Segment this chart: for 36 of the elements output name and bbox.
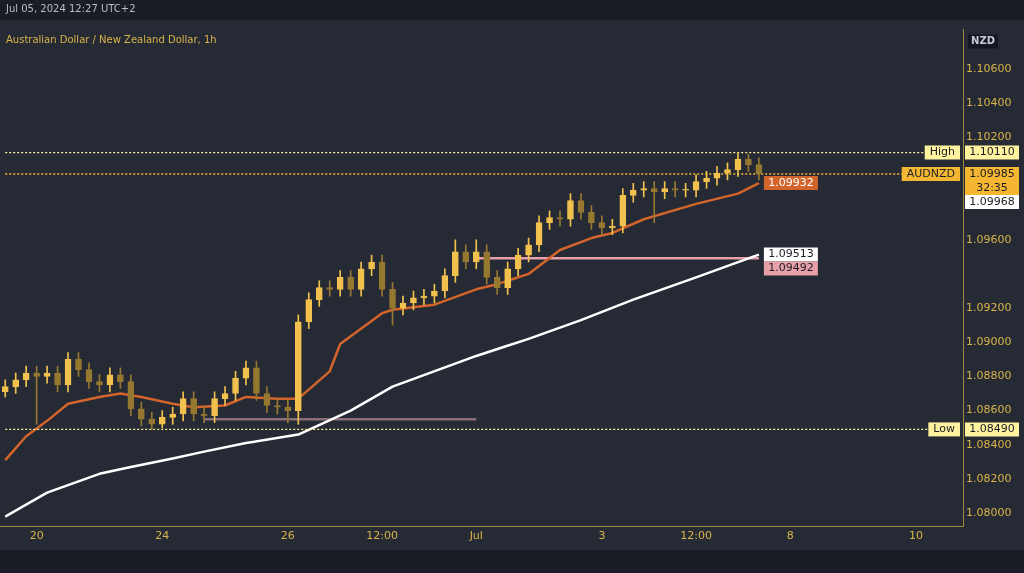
legend-label: High <box>929 145 956 159</box>
x-tick-label: 8 <box>786 529 794 543</box>
data-label: 1.09513 <box>768 247 814 261</box>
x-tick-label: 3 <box>598 529 606 543</box>
y-tick-label: 1.08400 <box>966 437 1012 451</box>
y-tick-label: 1.10200 <box>966 130 1012 144</box>
x-tick-label: 12:00 <box>680 529 712 543</box>
y-tick-label: 1.09000 <box>966 335 1012 349</box>
y-tick-label: 1.08800 <box>966 369 1012 383</box>
text: 32:35 <box>976 180 1008 194</box>
y-tick-label: 1.10400 <box>966 95 1012 109</box>
y-tick-label: 1.09600 <box>966 232 1012 246</box>
text: 1.09968 <box>969 194 1015 208</box>
data-label: 1.09492 <box>768 261 814 275</box>
candlestick <box>640 181 648 198</box>
y-axis-title: NZD <box>971 35 995 47</box>
y-tick-label: 1.08000 <box>966 505 1012 519</box>
x-tick-label: 12:00 <box>366 529 398 543</box>
x-tick-label: 10 <box>908 529 923 543</box>
legend-label: AUDNZD <box>906 166 955 180</box>
y-tick-label: 1.08200 <box>966 471 1012 485</box>
legend-label: Low <box>933 422 956 436</box>
x-tick-label: 26 <box>280 529 295 543</box>
text: Australian Dollar / New Zealand Dollar, 1h <box>6 34 217 46</box>
x-tick-label: 24 <box>155 529 170 543</box>
x-tick-label: 20 <box>29 529 44 543</box>
y-tick-label: 1.09200 <box>966 300 1012 314</box>
data-label: 1.09985 <box>969 166 1015 180</box>
candlestick <box>326 280 334 297</box>
chart-subtitle: Jul 05, 2024 12:27 UTC+2 <box>6 3 136 16</box>
data-label: 1.10110 <box>969 145 1015 159</box>
y-tick-label: 1.08600 <box>966 403 1012 417</box>
x-tick-label: Jul <box>468 529 483 543</box>
data-label: 1.09932 <box>768 175 814 189</box>
y-tick-label: 1.10600 <box>966 61 1012 75</box>
data-label: 1.08490 <box>969 422 1015 436</box>
